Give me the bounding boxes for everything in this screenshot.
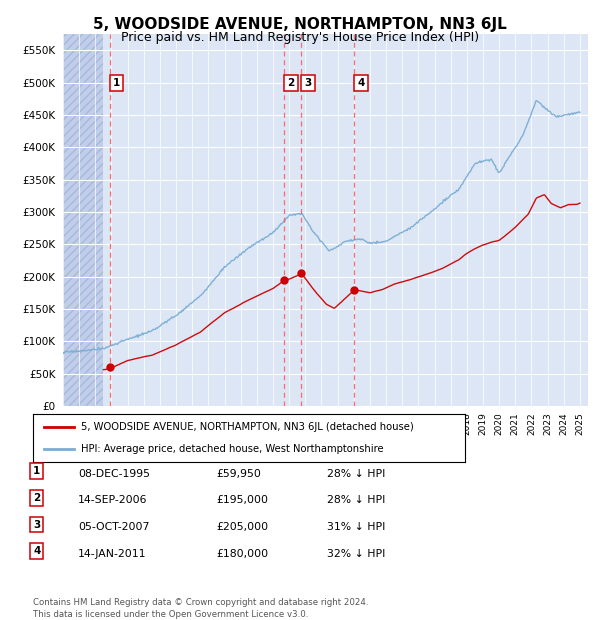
Text: 5, WOODSIDE AVENUE, NORTHAMPTON, NN3 6JL: 5, WOODSIDE AVENUE, NORTHAMPTON, NN3 6JL — [93, 17, 507, 32]
Text: £180,000: £180,000 — [216, 549, 268, 559]
Text: 28% ↓ HPI: 28% ↓ HPI — [327, 495, 385, 505]
Text: 4: 4 — [358, 78, 365, 87]
Text: 14-JAN-2011: 14-JAN-2011 — [78, 549, 146, 559]
Text: 1: 1 — [113, 78, 121, 87]
Text: HPI: Average price, detached house, West Northamptonshire: HPI: Average price, detached house, West… — [80, 444, 383, 454]
Text: 32% ↓ HPI: 32% ↓ HPI — [327, 549, 385, 559]
Text: 2: 2 — [287, 78, 295, 87]
Text: 1: 1 — [33, 466, 40, 476]
Text: Price paid vs. HM Land Registry's House Price Index (HPI): Price paid vs. HM Land Registry's House … — [121, 31, 479, 44]
Bar — [63, 34, 103, 406]
Text: £205,000: £205,000 — [216, 522, 268, 532]
Text: 05-OCT-2007: 05-OCT-2007 — [78, 522, 149, 532]
Text: Contains HM Land Registry data © Crown copyright and database right 2024.
This d: Contains HM Land Registry data © Crown c… — [33, 598, 368, 619]
Text: £195,000: £195,000 — [216, 495, 268, 505]
Text: 2: 2 — [33, 493, 40, 503]
Text: 08-DEC-1995: 08-DEC-1995 — [78, 469, 150, 479]
Text: 28% ↓ HPI: 28% ↓ HPI — [327, 469, 385, 479]
Text: £59,950: £59,950 — [216, 469, 261, 479]
Text: 31% ↓ HPI: 31% ↓ HPI — [327, 522, 385, 532]
Text: 14-SEP-2006: 14-SEP-2006 — [78, 495, 148, 505]
Text: 4: 4 — [33, 546, 40, 556]
Text: 3: 3 — [33, 520, 40, 529]
Text: 3: 3 — [304, 78, 311, 87]
Text: 5, WOODSIDE AVENUE, NORTHAMPTON, NN3 6JL (detached house): 5, WOODSIDE AVENUE, NORTHAMPTON, NN3 6JL… — [80, 422, 413, 432]
